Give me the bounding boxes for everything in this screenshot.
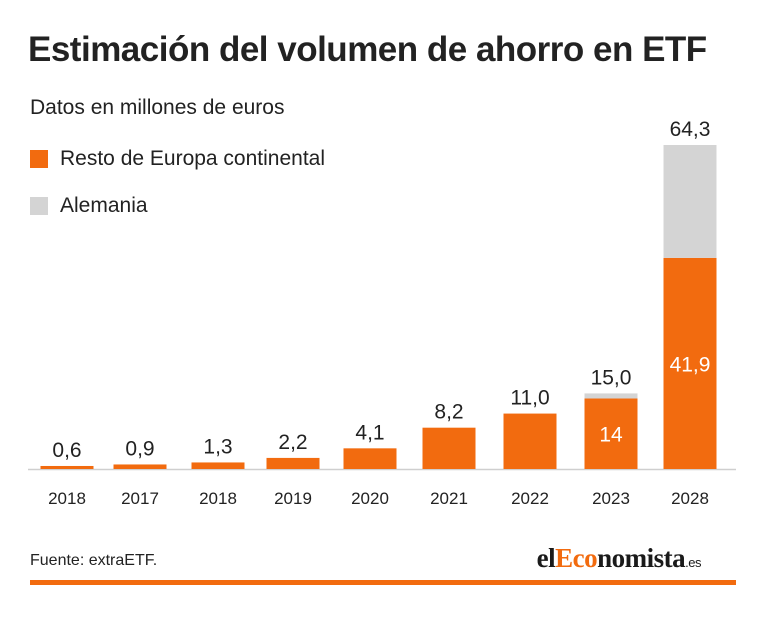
data-label-total: 1,3 (203, 435, 232, 458)
x-tick-label: 2021 (430, 489, 468, 508)
x-tick-label: 2028 (671, 489, 709, 508)
data-label-total: 4,1 (355, 421, 384, 444)
bar-resto-europa (422, 427, 476, 469)
bar-resto-europa (584, 398, 638, 469)
x-tick-label: 2023 (592, 489, 630, 508)
data-label-total: 0,6 (52, 439, 81, 462)
source-note: Fuente: extraETF. (30, 552, 158, 569)
bar-resto-europa (40, 465, 94, 469)
data-label-total: 15,0 (591, 366, 632, 389)
bar-alemania (663, 145, 717, 258)
bar-resto-europa (113, 464, 167, 469)
x-tick-label: 2018 (48, 489, 86, 508)
bar-resto-europa (663, 257, 717, 469)
footer-divider (30, 580, 736, 585)
chart-subtitle: Datos en millones de euros (30, 96, 285, 119)
legend-swatch-gray (30, 197, 48, 215)
bar-resto-europa (343, 448, 397, 469)
chart-title: Estimación del volumen de ahorro en ETF (28, 30, 707, 69)
legend-item-resto-europa: Resto de Europa continental (30, 147, 325, 171)
x-tick-label: 2018 (199, 489, 237, 508)
x-tick-label: 2020 (351, 489, 389, 508)
legend-item-alemania: Alemania (30, 194, 148, 218)
bar-alemania (584, 393, 638, 399)
x-tick-label: 2017 (121, 489, 159, 508)
logo-accent: Eco (555, 543, 598, 573)
legend-label: Alemania (60, 194, 148, 217)
data-label-total: 8,2 (434, 401, 463, 424)
x-tick-label: 2022 (511, 489, 549, 508)
bar-resto-europa (266, 457, 320, 469)
data-label-total: 2,2 (278, 431, 307, 454)
data-label-total: 0,9 (125, 437, 154, 460)
data-label-inside: 14 (599, 424, 623, 447)
eleconomista-logo: elEconomista.es (536, 543, 702, 574)
logo-prefix: el (536, 543, 556, 573)
legend-label: Resto de Europa continental (60, 147, 326, 170)
bar-resto-europa (503, 413, 557, 469)
logo-rest: nomista (597, 543, 686, 573)
legend-swatch-orange (30, 150, 48, 168)
bar-resto-europa (191, 462, 245, 469)
data-label-total: 11,0 (510, 387, 549, 410)
data-label-inside: 41,9 (670, 353, 711, 376)
logo-suffix: .es (685, 555, 701, 570)
x-tick-label: 2019 (274, 489, 312, 508)
data-label-total: 64,3 (670, 118, 711, 141)
